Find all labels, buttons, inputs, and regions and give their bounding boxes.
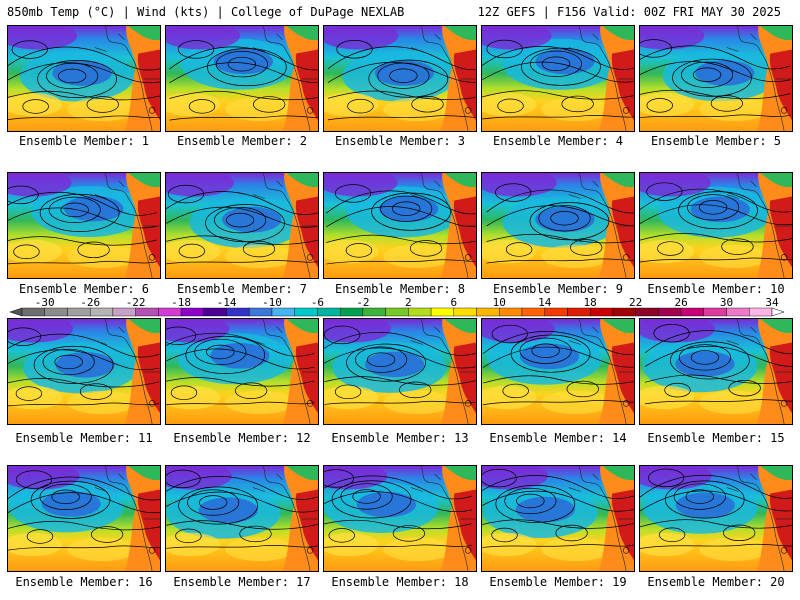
ensemble-member-label: Ensemble Member: 20 [647, 575, 785, 589]
ensemble-map-5 [639, 25, 793, 132]
colorbar-swatch [271, 307, 295, 317]
ensemble-member-label: Ensemble Member: 16 [15, 575, 153, 589]
ensemble-map-1 [7, 25, 161, 132]
colorbar-tick-label: -18 [171, 298, 191, 309]
ensemble-map-9 [481, 172, 635, 279]
colorbar-swatch [89, 307, 114, 317]
colorbar-tick-label: -6 [311, 298, 324, 309]
colorbar-swatch [680, 307, 705, 317]
colorbar-swatch [612, 307, 636, 317]
colorbar-swatch [476, 307, 500, 317]
colorbar-tick-label: 6 [451, 298, 458, 309]
ensemble-member-label: Ensemble Member: 13 [331, 431, 469, 445]
colorbar-swatch [521, 307, 545, 317]
colorbar-tick-label: 10 [493, 298, 506, 309]
ensemble-member-label: Ensemble Member: 6 [18, 282, 150, 296]
ensemble-member-label: Ensemble Member: 19 [489, 575, 627, 589]
ensemble-map-20 [639, 465, 793, 572]
ensemble-map-2 [165, 25, 319, 132]
colorbar-swatch [453, 307, 477, 317]
colorbar-swatch [158, 307, 182, 317]
colorbar-swatch [317, 307, 341, 317]
colorbar-swatch [362, 307, 386, 317]
colorbar-swatch [726, 307, 750, 317]
ensemble-map-17 [165, 465, 319, 572]
colorbar-tick-label: 18 [584, 298, 597, 309]
chart-title: 850mb Temp (°C) | Wind (kts) | College o… [7, 5, 405, 19]
colorbar-swatch [635, 307, 659, 317]
ensemble-map-19 [481, 465, 635, 572]
colorbar-tick-label: 14 [538, 298, 552, 309]
colorbar-swatch [249, 307, 273, 317]
ensemble-map-18 [323, 465, 477, 572]
model-run-info: 12Z GEFS | F156 Valid: 00Z FRI MAY 30 20… [477, 5, 781, 19]
ensemble-map-12 [165, 318, 319, 425]
colorbar-tick-label: 26 [674, 298, 687, 309]
colorbar-swatch [44, 307, 68, 317]
ensemble-member-label: Ensemble Member: 5 [650, 134, 782, 148]
colorbar-swatch [294, 307, 318, 317]
ensemble-member-label: Ensemble Member: 8 [334, 282, 466, 296]
ensemble-map-7 [165, 172, 319, 279]
ensemble-member-label: Ensemble Member: 18 [331, 575, 469, 589]
temperature-colorbar: -30-26-22-18-14-10-6-2261014182226303438… [10, 298, 784, 317]
colorbar-swatch [339, 307, 364, 317]
colorbar-min-arrow [10, 307, 23, 317]
colorbar-tick-label: 2 [405, 298, 412, 309]
colorbar-swatch [67, 307, 91, 317]
ensemble-map-3 [323, 25, 477, 132]
colorbar-swatch [135, 307, 159, 317]
ensemble-member-label: Ensemble Member: 15 [647, 431, 785, 445]
colorbar-swatch [385, 307, 409, 317]
ensemble-map-13 [323, 318, 477, 425]
colorbar-tick-label: 30 [720, 298, 733, 309]
ensemble-member-label: Ensemble Member: 11 [15, 431, 153, 445]
ensemble-member-label: Ensemble Member: 7 [176, 282, 308, 296]
colorbar-swatch [499, 307, 523, 317]
colorbar-tick-label: -10 [262, 298, 282, 309]
ensemble-map-11 [7, 318, 161, 425]
ensemble-member-label: Ensemble Member: 9 [492, 282, 624, 296]
colorbar-tick-label: -14 [217, 298, 237, 309]
ensemble-member-label: Ensemble Member: 1 [18, 134, 150, 148]
colorbar-tick-label: 34 [765, 298, 779, 309]
ensemble-member-label: Ensemble Member: 17 [173, 575, 311, 589]
colorbar-max-arrow [771, 307, 784, 317]
colorbar-swatch [203, 307, 227, 317]
colorbar-swatch [589, 307, 614, 317]
ensemble-map-16 [7, 465, 161, 572]
colorbar-swatch [658, 307, 682, 317]
colorbar-swatch [749, 307, 773, 317]
colorbar-swatch [567, 307, 591, 317]
colorbar-swatch [544, 307, 568, 317]
ensemble-member-label: Ensemble Member: 14 [489, 431, 627, 445]
ensemble-map-6 [7, 172, 161, 279]
ensemble-member-label: Ensemble Member: 12 [173, 431, 311, 445]
colorbar-tick-label: -2 [356, 298, 369, 309]
colorbar-swatch [408, 307, 432, 317]
ensemble-member-label: Ensemble Member: 2 [176, 134, 308, 148]
ensemble-map-8 [323, 172, 477, 279]
ensemble-map-4 [481, 25, 635, 132]
colorbar-swatch [226, 307, 250, 317]
ensemble-member-label: Ensemble Member: 4 [492, 134, 624, 148]
colorbar-tick-label: -30 [35, 298, 55, 309]
colorbar-tick-label: -22 [126, 298, 146, 309]
colorbar-swatch [180, 307, 205, 317]
ensemble-map-15 [639, 318, 793, 425]
colorbar-tick-label: -26 [80, 298, 100, 309]
colorbar-swatch [112, 307, 136, 317]
ensemble-map-10 [639, 172, 793, 279]
ensemble-map-14 [481, 318, 635, 425]
ensemble-member-label: Ensemble Member: 3 [334, 134, 466, 148]
colorbar-tick-label: 22 [629, 298, 642, 309]
colorbar-swatch [703, 307, 727, 317]
ensemble-member-label: Ensemble Member: 10 [647, 282, 785, 296]
colorbar-swatch [430, 307, 455, 317]
colorbar-swatch [21, 307, 45, 317]
